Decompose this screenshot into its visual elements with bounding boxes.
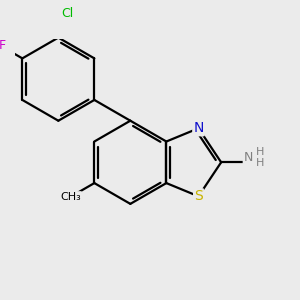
Text: N: N bbox=[244, 151, 253, 164]
Text: F: F bbox=[0, 39, 6, 52]
Text: N: N bbox=[193, 121, 204, 135]
Text: CH₃: CH₃ bbox=[60, 192, 81, 202]
Text: H: H bbox=[256, 147, 265, 157]
Text: H: H bbox=[256, 158, 265, 168]
Text: Cl: Cl bbox=[61, 7, 74, 20]
Text: S: S bbox=[194, 189, 203, 203]
